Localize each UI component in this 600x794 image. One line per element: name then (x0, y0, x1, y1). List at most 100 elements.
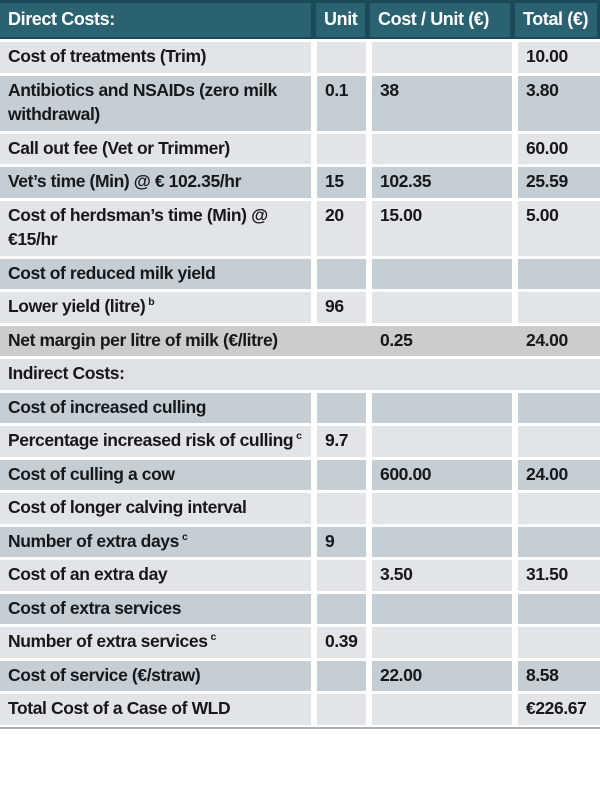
row-label-cell: Total Cost of a Case of WLD (0, 694, 311, 725)
table-row: Lower yield (litre) b 96 (0, 292, 600, 323)
row-label: Cost of extra services (8, 597, 182, 618)
row-label-cell: Number of extra services c (0, 627, 311, 658)
row-label-cell: Cost of herdsman’s time (Min) @ €15/hr (0, 200, 311, 256)
cost-per-unit-cell (372, 627, 512, 658)
unit-cell: 9 (317, 526, 366, 558)
total-cell: 31.50 (518, 560, 600, 591)
unit-cell (317, 392, 366, 424)
row-label: Cost of increased culling (8, 396, 207, 417)
table-row: Number of extra days c 9 (0, 526, 600, 558)
section-row: Indirect Costs: (0, 359, 600, 390)
cost-per-unit-cell: 38 (372, 75, 512, 131)
row-label-cell: Antibiotics and NSAIDs (zero milk withdr… (0, 75, 311, 131)
total-cell (518, 627, 600, 658)
unit-cell (317, 660, 366, 692)
cost-per-unit-cell (372, 292, 512, 323)
total-cell (518, 426, 600, 457)
row-label: Cost of culling a cow (8, 463, 175, 484)
table-row: Cost of culling a cow 600.00 24.00 (0, 459, 600, 491)
table-row: Number of extra services c 0.39 (0, 627, 600, 658)
cost-per-unit-cell (372, 258, 512, 290)
row-label-cell: Cost of service (€/straw) (0, 660, 311, 692)
cost-per-unit-cell (372, 694, 512, 725)
unit-cell: 15 (317, 167, 366, 198)
table-row: Call out fee (Vet or Trimmer) 60.00 (0, 133, 600, 165)
cost-per-unit-cell (372, 593, 512, 625)
table-row: Cost of longer calving interval (0, 493, 600, 524)
row-label-cell: Call out fee (Vet or Trimmer) (0, 133, 311, 165)
footnote-marker: b (148, 296, 155, 309)
footnote-marker: c (210, 631, 217, 644)
cost-per-unit-cell: 3.50 (372, 560, 512, 591)
total-cell (518, 526, 600, 558)
unit-cell (317, 325, 366, 357)
header-cell-cost-per-unit: Cost / Unit (€) (370, 3, 510, 38)
table-row: Net margin per litre of milk (€/litre) 0.… (0, 325, 600, 357)
unit-cell: 96 (317, 292, 366, 323)
unit-cell (317, 593, 366, 625)
row-label: Cost of treatments (Trim) (8, 46, 207, 67)
unit-cell (317, 133, 366, 165)
total-cell (518, 292, 600, 323)
unit-cell (317, 459, 366, 491)
total-cell (518, 392, 600, 424)
total-cell: 60.00 (518, 133, 600, 165)
table-row: Cost of reduced milk yield (0, 258, 600, 290)
row-label: Total Cost of a Case of WLD (8, 698, 231, 719)
row-label-cell: Cost of reduced milk yield (0, 258, 311, 290)
total-cell: 8.58 (518, 660, 600, 692)
row-label-cell: Cost of longer calving interval (0, 493, 311, 524)
row-label: Percentage increased risk of culling (8, 430, 294, 451)
row-label: Cost of longer calving interval (8, 497, 247, 518)
cost-per-unit-cell (372, 42, 512, 73)
unit-cell (317, 560, 366, 591)
row-label-cell: Number of extra days c (0, 526, 311, 558)
unit-cell: 0.1 (317, 75, 366, 131)
header-cell-total: Total (€) (515, 3, 597, 38)
cost-per-unit-cell: 15.00 (372, 200, 512, 256)
cost-per-unit-cell (372, 426, 512, 457)
total-cell (518, 493, 600, 524)
row-label: Call out fee (Vet or Trimmer) (8, 137, 230, 158)
cost-per-unit-cell: 0.25 (372, 325, 512, 357)
table-row: Percentage increased risk of culling c 9.7 (0, 426, 600, 457)
total-cell: 24.00 (518, 325, 600, 357)
row-label-cell: Vet’s time (Min) @ € 102.35/hr (0, 167, 311, 198)
table-row: Cost of an extra day 3.50 31.50 (0, 560, 600, 591)
table-row: Total Cost of a Case of WLD €226.67 (0, 694, 600, 725)
cost-per-unit-cell: 22.00 (372, 660, 512, 692)
row-label: Antibiotics and NSAIDs (zero milk withdr… (8, 79, 277, 125)
unit-cell (317, 42, 366, 73)
row-label: Indirect Costs: (8, 363, 125, 384)
total-cell (518, 258, 600, 290)
row-label-cell: Lower yield (litre) b (0, 292, 311, 323)
total-cell (518, 593, 600, 625)
total-cell: 3.80 (518, 75, 600, 131)
table-header-row: Direct Costs: Unit Cost / Unit (€) Total… (0, 0, 600, 40)
cost-per-unit-cell (372, 493, 512, 524)
cost-table: Direct Costs: Unit Cost / Unit (€) Total… (0, 0, 600, 729)
row-label: Number of extra days (8, 530, 179, 551)
total-cell: €226.67 (518, 694, 600, 725)
unit-cell: 20 (317, 200, 366, 256)
row-label-cell: Indirect Costs: (0, 359, 600, 390)
row-label-cell: Cost of increased culling (0, 392, 311, 424)
total-cell: 24.00 (518, 459, 600, 491)
row-label: Cost of service (€/straw) (8, 664, 201, 685)
cost-per-unit-cell (372, 133, 512, 165)
table-row: Vet’s time (Min) @ € 102.35/hr 15 102.35 25… (0, 167, 600, 198)
cost-per-unit-cell (372, 526, 512, 558)
footnote-marker: c (296, 430, 302, 443)
unit-cell: 0.39 (317, 627, 366, 658)
table-row: Cost of increased culling (0, 392, 600, 424)
header-cell-direct-costs: Direct Costs: (0, 3, 311, 38)
row-label-cell: Net margin per litre of milk (€/litre) (0, 325, 311, 357)
cost-per-unit-cell: 102.35 (372, 167, 512, 198)
header-cell-unit: Unit (316, 3, 365, 38)
cost-per-unit-cell (372, 392, 512, 424)
unit-cell (317, 694, 366, 725)
table-row: Cost of extra services (0, 593, 600, 625)
total-cell: 25.59 (518, 167, 600, 198)
unit-cell (317, 258, 366, 290)
row-label: Net margin per litre of milk (€/litre) (8, 329, 278, 350)
